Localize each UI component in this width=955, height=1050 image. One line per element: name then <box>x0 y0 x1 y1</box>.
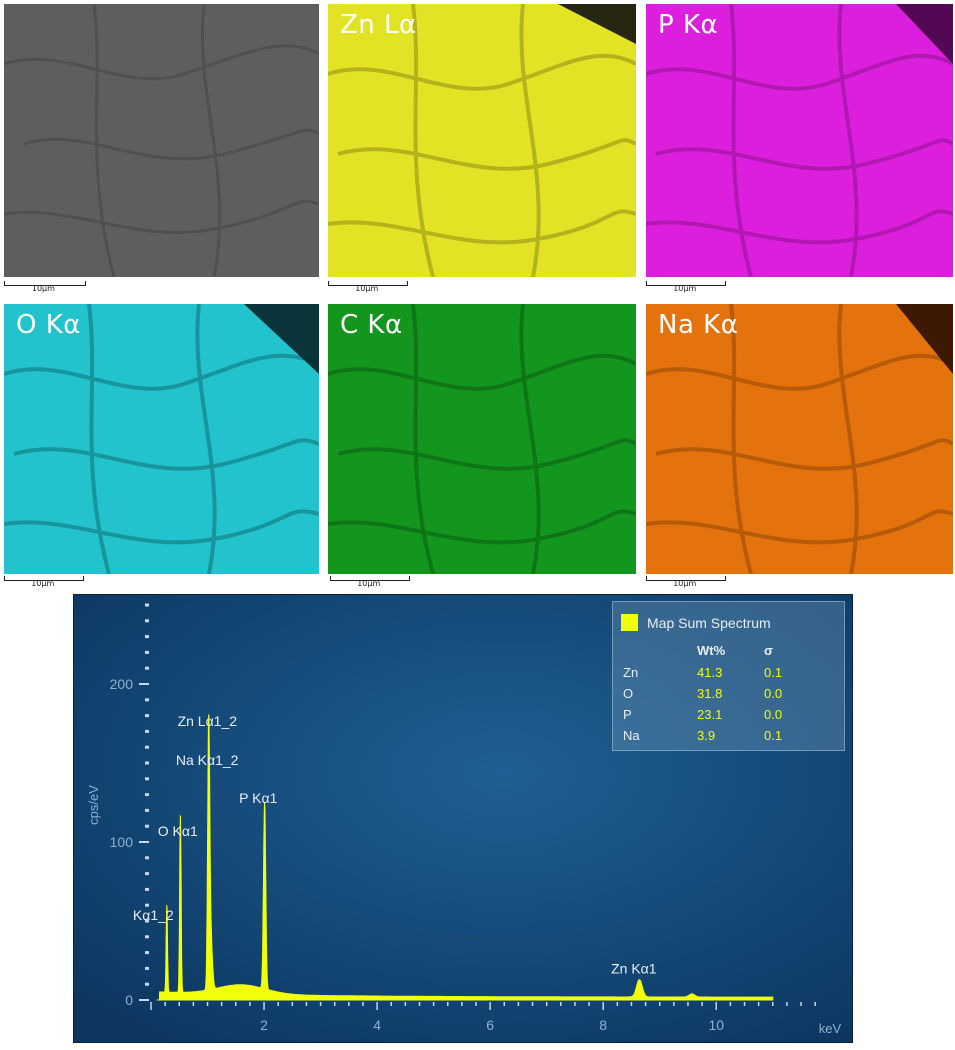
legend-panel: Map Sum Spectrum Wt% σ Zn 41.3 0.1 O 31.… <box>612 601 845 751</box>
legend-row-wt: 3.9 <box>697 728 716 743</box>
legend-row-wt: 31.8 <box>697 686 723 701</box>
scale-bar-label: 10µm <box>357 579 381 588</box>
x-tick-label: 10 <box>708 1017 724 1033</box>
se-image-texture <box>4 4 319 277</box>
legend-row-wt: 23.1 <box>697 707 723 722</box>
spectrum-series <box>156 714 774 1001</box>
scale-bar-label: 10µm <box>31 579 55 588</box>
zn-map-texture <box>328 4 636 277</box>
peak-label: Zn Lα1_2 <box>178 713 238 729</box>
eds-spectrum-chart: cps/eV keV 0 100 200 2 4 6 8 10 Kα1_2 O Kα1 Zn Lα… <box>73 594 853 1043</box>
scale-bar-label: 10µm <box>355 284 379 293</box>
legend-header-sigma: σ <box>764 643 773 658</box>
y-tick-label: 200 <box>110 676 134 692</box>
legend-row-element: O <box>623 686 634 701</box>
map-label: P Kα <box>658 10 719 40</box>
y-tick-label: 100 <box>110 834 134 850</box>
c-map-texture <box>328 304 636 574</box>
spectrum-plot: cps/eV keV 0 100 200 2 4 6 8 10 Kα1_2 O Kα1 Zn Lα… <box>74 595 852 1042</box>
x-axis-label: keV <box>819 1021 842 1036</box>
map-p: P Kα <box>646 4 953 277</box>
peak-label: P Kα1 <box>239 790 277 806</box>
map-se-image <box>4 4 319 277</box>
map-na: Na Kα <box>646 304 953 574</box>
scale-bar-label: 10µm <box>31 284 55 293</box>
scale-bar-label: 10µm <box>673 579 697 588</box>
map-zn: Zn Lα <box>328 4 636 277</box>
p-map-texture <box>646 4 953 277</box>
scale-bar: 10µm <box>646 281 726 293</box>
legend-row-sigma: 0.0 <box>764 686 783 701</box>
scale-bar: 10µm <box>4 281 86 293</box>
legend-row-sigma: 0.1 <box>764 665 783 680</box>
x-tick-label: 2 <box>260 1017 268 1033</box>
x-tick-label: 8 <box>599 1017 607 1033</box>
peak-label: O Kα1 <box>158 823 198 839</box>
scale-bar: 10µm <box>328 281 408 293</box>
legend-header-wt: Wt% <box>697 643 726 658</box>
legend-row-wt: 41.3 <box>697 665 723 680</box>
x-tick-label: 4 <box>373 1017 381 1033</box>
peak-label: Na Kα1_2 <box>176 752 239 768</box>
legend-swatch <box>621 614 638 631</box>
legend-row-element: P <box>623 707 632 722</box>
scale-bar: 10µm <box>330 576 410 588</box>
legend-title: Map Sum Spectrum <box>647 615 771 631</box>
scale-bar: 10µm <box>646 576 726 588</box>
legend-row-sigma: 0.0 <box>764 707 783 722</box>
peak-label: Zn Kα1 <box>611 960 657 976</box>
scale-bar-label: 10µm <box>673 284 697 293</box>
y-axis-label: cps/eV <box>86 785 101 825</box>
map-label: O Kα <box>16 310 81 340</box>
o-map-texture <box>4 304 319 574</box>
scale-bar: 10µm <box>4 576 84 588</box>
legend-row-sigma: 0.1 <box>764 728 783 743</box>
map-label: Na Kα <box>658 310 739 340</box>
legend-row-element: Zn <box>623 665 639 680</box>
na-map-texture <box>646 304 953 574</box>
plot-background <box>74 595 852 1042</box>
map-label: C Kα <box>340 310 403 340</box>
peak-label: Kα1_2 <box>133 907 174 923</box>
map-label: Zn Lα <box>340 10 417 40</box>
y-tick-label: 0 <box>125 992 133 1008</box>
map-c: C Kα <box>328 304 636 574</box>
map-o: O Kα <box>4 304 319 574</box>
legend-row-element: Na <box>623 728 640 743</box>
x-tick-label: 6 <box>486 1017 494 1033</box>
